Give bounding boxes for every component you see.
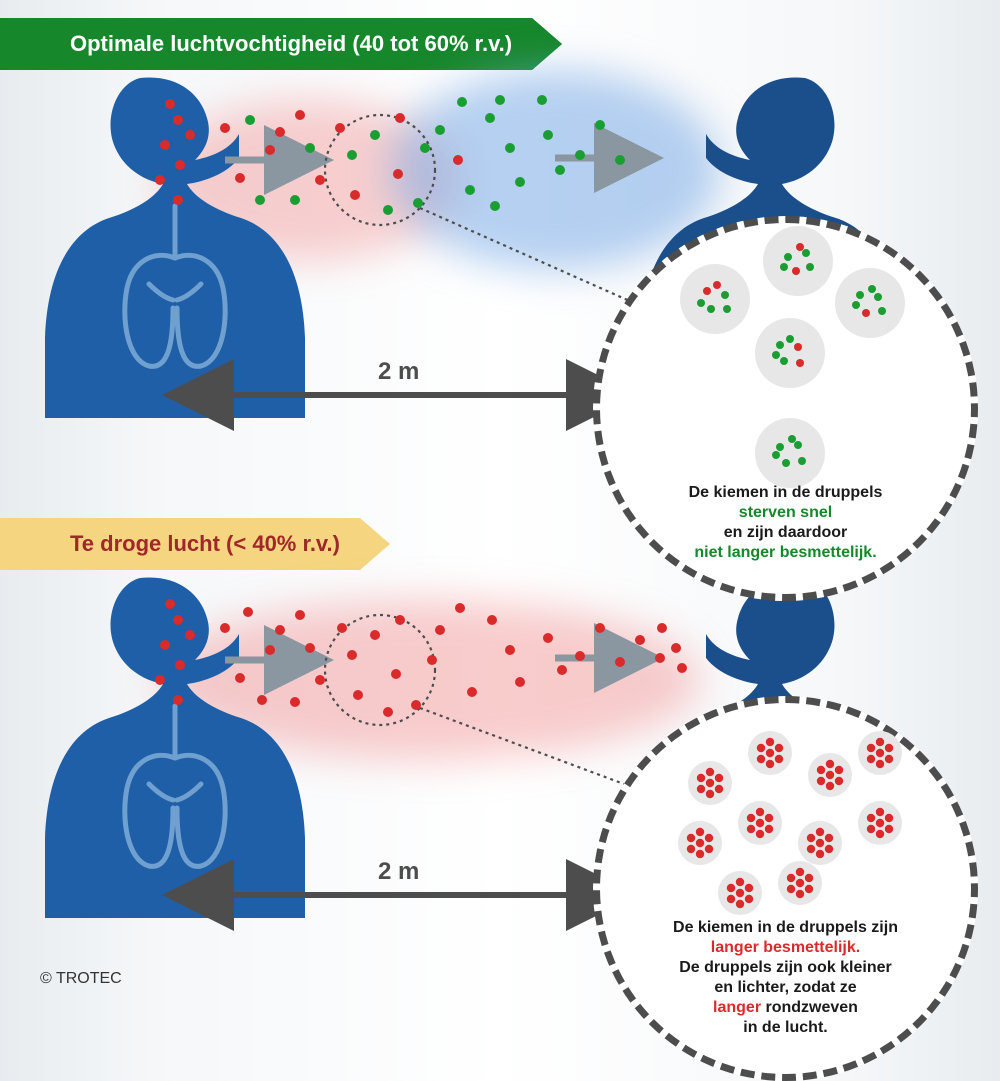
band-optimal: Optimale luchtvochtigheid (40 tot 60% r.… [0, 18, 562, 70]
t: rondzweven [761, 999, 858, 1016]
t: sterven snel [739, 504, 832, 521]
band-dry: Te droge lucht (< 40% r.v.) [0, 518, 390, 570]
lungs-icon-bot [125, 706, 225, 866]
callout-dry-text: De kiemen in de druppels zijn langer bes… [600, 918, 971, 1038]
callout-dry: De kiemen in de druppels zijn langer bes… [593, 696, 978, 1081]
callout-optimal: De kiemen in de druppels sterven snel en… [593, 216, 978, 601]
distance-label-bot: 2 m [378, 858, 419, 886]
band-optimal-label: Optimale luchtvochtigheid (40 tot 60% r.… [70, 31, 512, 57]
t: in de lucht. [743, 1019, 827, 1036]
t: en zijn daardoor [724, 524, 848, 541]
t: langer besmettelijk. [711, 939, 860, 956]
copyright: © TROTEC [40, 970, 122, 988]
t: langer [713, 999, 761, 1016]
t: niet langer besmettelijk. [694, 544, 876, 561]
band-dry-label: Te droge lucht (< 40% r.v.) [70, 531, 340, 557]
callout-optimal-text: De kiemen in de druppels sterven snel en… [600, 483, 971, 563]
distance-label-top: 2 m [378, 358, 419, 386]
t: en lichter, zodat ze [714, 979, 856, 996]
t: De druppels zijn ook kleiner [679, 959, 892, 976]
t: De kiemen in de druppels zijn [673, 919, 898, 936]
t: De kiemen in de druppels [689, 484, 883, 501]
